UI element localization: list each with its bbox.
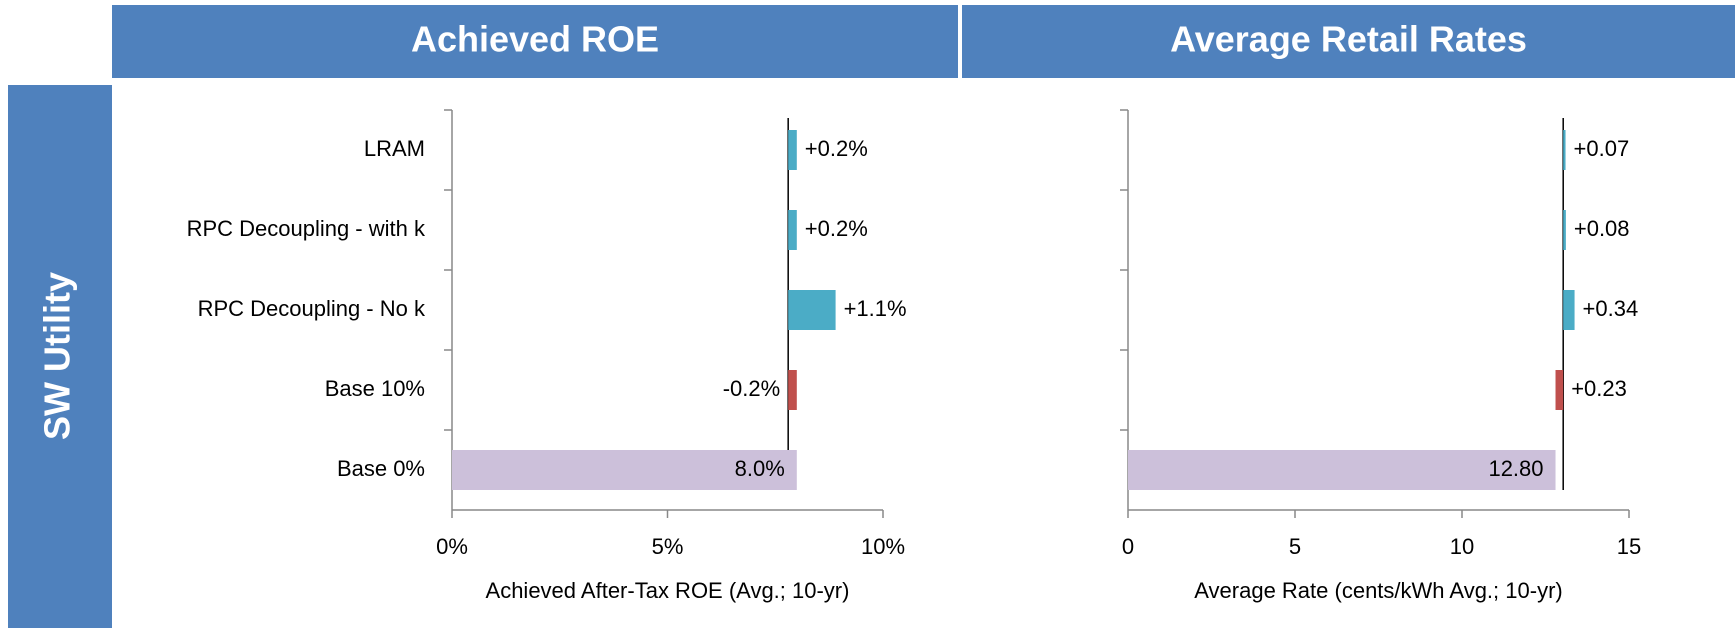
bar (452, 450, 797, 490)
x-tick-label: 5% (652, 534, 684, 559)
x-tick-label: 5 (1289, 534, 1301, 559)
header-bar (962, 5, 1735, 78)
bar (1128, 450, 1556, 490)
value-label: +1.1% (844, 296, 907, 321)
x-tick-label: 10% (861, 534, 905, 559)
category-label: RPC Decoupling - No k (198, 296, 426, 321)
row-label: SW Utility (37, 272, 78, 440)
value-label: +0.2% (805, 136, 868, 161)
x-axis-title: Achieved After-Tax ROE (Avg.; 10-yr) (486, 578, 850, 603)
x-tick-label: 0% (436, 534, 468, 559)
bar (788, 210, 797, 250)
value-label: +0.2% (805, 216, 868, 241)
row-header (8, 85, 112, 628)
bar (788, 370, 797, 410)
x-axis-title: Average Rate (cents/kWh Avg.; 10-yr) (1194, 578, 1562, 603)
x-tick-label: 10 (1450, 534, 1474, 559)
x-tick-label: 15 (1617, 534, 1641, 559)
category-label: LRAM (364, 136, 425, 161)
value-label: +0.07 (1574, 136, 1630, 161)
value-label: -0.2% (723, 376, 780, 401)
value-label: 12.80 (1488, 456, 1543, 481)
category-label: Base 0% (337, 456, 425, 481)
category-label: Base 10% (325, 376, 425, 401)
x-tick-label: 0 (1122, 534, 1134, 559)
value-label: +0.23 (1571, 376, 1627, 401)
chart-title: Average Retail Rates (1170, 19, 1527, 60)
bar (1563, 290, 1575, 330)
bar (788, 290, 836, 330)
header-bar (112, 5, 958, 78)
bar (1563, 130, 1566, 170)
value-label: +0.34 (1583, 296, 1639, 321)
bar (1563, 210, 1566, 250)
chart-title: Achieved ROE (411, 19, 659, 60)
category-label: RPC Decoupling - with k (187, 216, 426, 241)
value-label: +0.08 (1574, 216, 1630, 241)
bar (788, 130, 797, 170)
bar (1555, 370, 1564, 410)
value-label: 8.0% (735, 456, 785, 481)
